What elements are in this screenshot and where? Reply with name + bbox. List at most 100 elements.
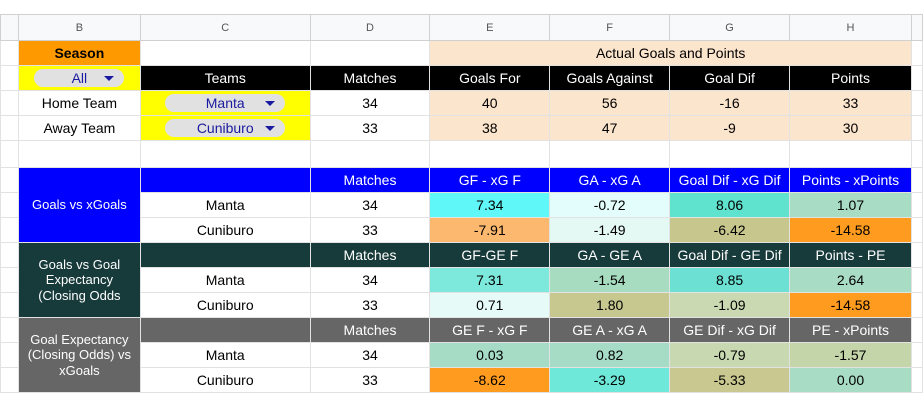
actual-row: Home Team Manta 34 40 56 -16 33	[0, 90, 923, 116]
value-cell: 0.00	[789, 367, 912, 393]
column-header: GF - xG F	[429, 167, 551, 193]
column-header: GF-GE F	[429, 242, 551, 268]
section-header-row: Goals vs xGoals Matches GF - xG F GA - xG A…	[0, 167, 923, 243]
cell	[309, 40, 431, 66]
value-cell: 47	[549, 115, 671, 141]
cell	[910, 317, 923, 343]
column-letter: E	[429, 14, 551, 41]
column-header: Goal Dif - GE Dif	[669, 242, 791, 268]
column-header: Goal Dif	[669, 65, 791, 91]
value-cell: 7.34	[429, 192, 551, 218]
cell	[429, 140, 551, 168]
column-header: Matches	[309, 65, 431, 91]
cell	[910, 65, 923, 91]
gutter	[0, 267, 19, 293]
column-header: Points	[789, 65, 912, 91]
column-header: GE Dif - xG Dif	[669, 317, 791, 343]
column-header: GE A - xG A	[549, 317, 671, 343]
value-cell: -7.91	[429, 217, 551, 243]
cell	[910, 342, 923, 368]
value-cell: -8.62	[429, 367, 551, 393]
season-filter[interactable]: All	[34, 69, 125, 87]
cell	[139, 40, 311, 66]
row-label: Away Team	[17, 115, 141, 141]
value-cell: -3.29	[549, 367, 671, 393]
team-select[interactable]: Cuniburo	[165, 119, 286, 137]
gutter	[0, 167, 19, 193]
section-row: Manta 34 7.34 -0.72 8.06 1.07	[0, 192, 923, 218]
blank-row	[0, 140, 923, 168]
section-row: Cuniburo 33 0.71 1.80 -1.09 -14.58	[0, 292, 923, 318]
gutter	[0, 217, 19, 243]
value-cell: 30	[789, 115, 912, 141]
column-header: PE - xPoints	[789, 317, 912, 343]
value-cell: 8.85	[669, 267, 791, 293]
team-name: Manta	[139, 342, 311, 368]
team-select[interactable]: Manta	[165, 94, 286, 112]
section-header-row: Goal Expectancy (Closing Odds) vs xGoals…	[0, 317, 923, 393]
column-header: GE F - xG F	[429, 317, 551, 343]
column-letter: C	[139, 14, 311, 41]
cell	[17, 140, 141, 168]
column-header: Points - xPoints	[789, 167, 912, 193]
team-name: Manta	[139, 267, 311, 293]
value-cell: 0.03	[429, 342, 551, 368]
cell	[549, 140, 671, 168]
section-row: Cuniburo 33 -8.62 -3.29 -5.33 0.00	[0, 367, 923, 393]
column-header: Matches	[309, 242, 431, 268]
value-cell: -14.58	[789, 292, 912, 318]
value-cell: 33	[309, 367, 431, 393]
value-cell: 34	[309, 342, 431, 368]
gutter	[0, 40, 19, 66]
cell	[139, 242, 311, 268]
column-letter: D	[309, 14, 431, 41]
value-cell: 1.07	[789, 192, 912, 218]
gutter	[0, 14, 19, 41]
value-cell: -16	[669, 90, 791, 116]
value-cell: 0.82	[549, 342, 671, 368]
value-cell: 40	[429, 90, 551, 116]
value-cell: 34	[309, 90, 431, 116]
column-header: Teams	[139, 65, 311, 91]
value-cell: 1.80	[549, 292, 671, 318]
team-name: Cuniburo	[139, 217, 311, 243]
section-row: Manta 34 7.31 -1.54 8.85 2.64	[0, 267, 923, 293]
column-header: Goal Dif - xG Dif	[669, 167, 791, 193]
value-cell: -0.79	[669, 342, 791, 368]
value-cell: -5.33	[669, 367, 791, 393]
value-cell: 38	[429, 115, 551, 141]
section-title: Goals vs Goal Expectancy (Closing Odds	[17, 242, 141, 318]
column-letter: H	[789, 14, 912, 41]
column-header: Matches	[309, 167, 431, 193]
cell	[789, 140, 912, 168]
section-row: Cuniburo 33 -7.91 -1.49 -6.42 -14.58	[0, 217, 923, 243]
column-letter: G	[669, 14, 791, 41]
value-cell: 33	[309, 115, 431, 141]
section-title: Goal Expectancy (Closing Odds) vs xGoals	[17, 317, 141, 393]
cell	[910, 217, 923, 243]
team-cell: Manta	[139, 90, 311, 116]
season-filter-cell: All	[17, 65, 141, 91]
value-cell: -0.72	[549, 192, 671, 218]
gutter	[0, 292, 19, 318]
value-cell: 7.31	[429, 267, 551, 293]
section-title: Goals vs xGoals	[17, 167, 141, 243]
value-cell: -14.58	[789, 217, 912, 243]
gutter	[0, 242, 19, 268]
season-row: Season Actual Goals and Points	[0, 40, 923, 66]
team-cell: Cuniburo	[139, 115, 311, 141]
gutter	[0, 115, 19, 141]
cell	[0, 140, 19, 168]
gutter	[0, 192, 19, 218]
cell	[910, 292, 923, 318]
value-cell: 8.06	[669, 192, 791, 218]
cell	[910, 242, 923, 268]
cell	[910, 267, 923, 293]
value-cell: 0.71	[429, 292, 551, 318]
column-letter: F	[549, 14, 671, 41]
cell	[139, 140, 311, 168]
value-cell: -1.54	[549, 267, 671, 293]
